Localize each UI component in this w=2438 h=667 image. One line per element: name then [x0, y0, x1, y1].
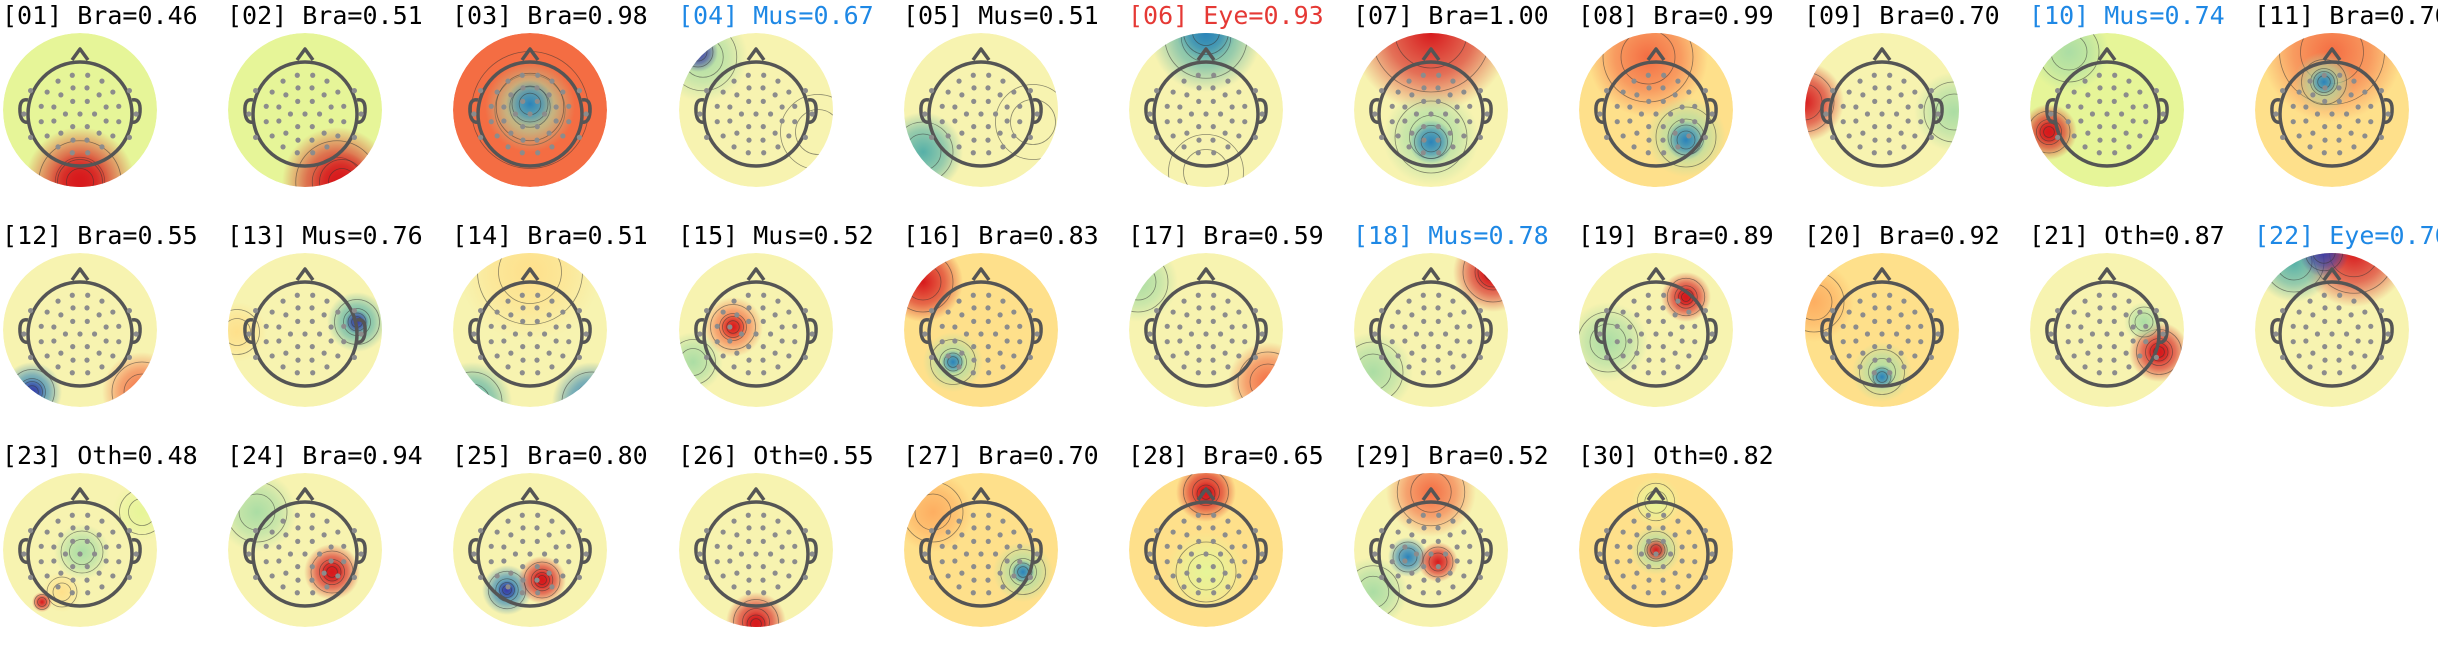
- topomap-icon: [1579, 253, 1733, 407]
- topomap-icon: [1129, 473, 1283, 627]
- component-cell: [03] Bra=0.98: [450, 1, 675, 226]
- component-cell: [16] Bra=0.83: [901, 221, 1126, 446]
- component-cell: [27] Bra=0.70: [901, 441, 1126, 666]
- component-label: [29] Bra=0.52: [1353, 441, 1549, 470]
- component-cell: [14] Bra=0.51: [450, 221, 675, 446]
- topomap-icon: [3, 33, 157, 187]
- topomap-icon: [1579, 33, 1733, 187]
- component-label: [26] Oth=0.55: [678, 441, 874, 470]
- component-cell: [28] Bra=0.65: [1126, 441, 1351, 666]
- topomap-icon: [228, 253, 382, 407]
- topomap-icon: [904, 253, 1058, 407]
- component-label: [27] Bra=0.70: [903, 441, 1099, 470]
- component-label: [11] Bra=0.76: [2254, 1, 2438, 30]
- topomap-icon: [3, 473, 157, 627]
- component-cell: [20] Bra=0.92: [1802, 221, 2027, 446]
- component-cell: [25] Bra=0.80: [450, 441, 675, 666]
- component-cell: [12] Bra=0.55: [0, 221, 225, 446]
- component-cell: [09] Bra=0.70: [1802, 1, 2027, 226]
- topomap-icon: [228, 33, 382, 187]
- topomap-icon: [453, 473, 607, 627]
- component-label: [21] Oth=0.87: [2029, 221, 2225, 250]
- component-cell: [08] Bra=0.99: [1576, 1, 1801, 226]
- component-label: [02] Bra=0.51: [227, 1, 423, 30]
- topomap-icon: [679, 33, 833, 187]
- component-label: [20] Bra=0.92: [1804, 221, 2000, 250]
- topomap-icon: [1354, 33, 1508, 187]
- component-label: [16] Bra=0.83: [903, 221, 1099, 250]
- component-cell: [05] Mus=0.51: [901, 1, 1126, 226]
- component-cell: [21] Oth=0.87: [2027, 221, 2252, 446]
- component-label: [08] Bra=0.99: [1578, 1, 1774, 30]
- component-label: [19] Bra=0.89: [1578, 221, 1774, 250]
- component-label: [05] Mus=0.51: [903, 1, 1099, 30]
- component-label: [13] Mus=0.76: [227, 221, 423, 250]
- component-label: [30] Oth=0.82: [1578, 441, 1774, 470]
- component-cell: [13] Mus=0.76: [225, 221, 450, 446]
- component-cell: [07] Bra=1.00: [1351, 1, 1576, 226]
- topomap-icon: [1354, 473, 1508, 627]
- component-label: [01] Bra=0.46: [2, 1, 198, 30]
- component-label: [18] Mus=0.78: [1353, 221, 1549, 250]
- component-label: [28] Bra=0.65: [1128, 441, 1324, 470]
- component-label: [10] Mus=0.74: [2029, 1, 2225, 30]
- topomap-icon: [2030, 253, 2184, 407]
- topomap-icon: [1579, 473, 1733, 627]
- component-cell: [18] Mus=0.78: [1351, 221, 1576, 446]
- topomap-icon: [904, 473, 1058, 627]
- component-label: [03] Bra=0.98: [452, 1, 648, 30]
- topomap-icon: [1805, 33, 1959, 187]
- topomap-icon: [2255, 33, 2409, 187]
- component-cell: [17] Bra=0.59: [1126, 221, 1351, 446]
- topomap-icon: [1805, 253, 1959, 407]
- component-cell: [10] Mus=0.74: [2027, 1, 2252, 226]
- topomap-icon: [1129, 253, 1283, 407]
- topomap-icon: [3, 253, 157, 407]
- topomap-icon: [679, 253, 833, 407]
- component-cell: [22] Eye=0.76: [2252, 221, 2438, 446]
- topomap-icon: [679, 473, 833, 627]
- component-cell: [01] Bra=0.46: [0, 1, 225, 226]
- topomap-icon: [1354, 253, 1508, 407]
- topomap-icon: [904, 33, 1058, 187]
- component-label: [07] Bra=1.00: [1353, 1, 1549, 30]
- component-cell: [24] Bra=0.94: [225, 441, 450, 666]
- component-label: [14] Bra=0.51: [452, 221, 648, 250]
- topomap-icon: [228, 473, 382, 627]
- topomap-icon: [2030, 33, 2184, 187]
- component-label: [25] Bra=0.80: [452, 441, 648, 470]
- component-label: [12] Bra=0.55: [2, 221, 198, 250]
- component-label: [09] Bra=0.70: [1804, 1, 2000, 30]
- component-label: [06] Eye=0.93: [1128, 1, 1324, 30]
- component-cell: [23] Oth=0.48: [0, 441, 225, 666]
- component-label: [23] Oth=0.48: [2, 441, 198, 470]
- component-cell: [26] Oth=0.55: [676, 441, 901, 666]
- topomap-icon: [453, 253, 607, 407]
- component-label: [15] Mus=0.52: [678, 221, 874, 250]
- component-label: [22] Eye=0.76: [2254, 221, 2438, 250]
- component-cell: [29] Bra=0.52: [1351, 441, 1576, 666]
- component-label: [17] Bra=0.59: [1128, 221, 1324, 250]
- component-cell: [04] Mus=0.67: [676, 1, 901, 226]
- component-label: [24] Bra=0.94: [227, 441, 423, 470]
- component-cell: [02] Bra=0.51: [225, 1, 450, 226]
- component-cell: [11] Bra=0.76: [2252, 1, 2438, 226]
- component-cell: [19] Bra=0.89: [1576, 221, 1801, 446]
- component-cell: [06] Eye=0.93: [1126, 1, 1351, 226]
- topomap-icon: [2255, 253, 2409, 407]
- component-label: [04] Mus=0.67: [678, 1, 874, 30]
- topomap-icon: [453, 33, 607, 187]
- topomap-icon: [1129, 33, 1283, 187]
- component-cell: [30] Oth=0.82: [1576, 441, 1801, 666]
- component-cell: [15] Mus=0.52: [676, 221, 901, 446]
